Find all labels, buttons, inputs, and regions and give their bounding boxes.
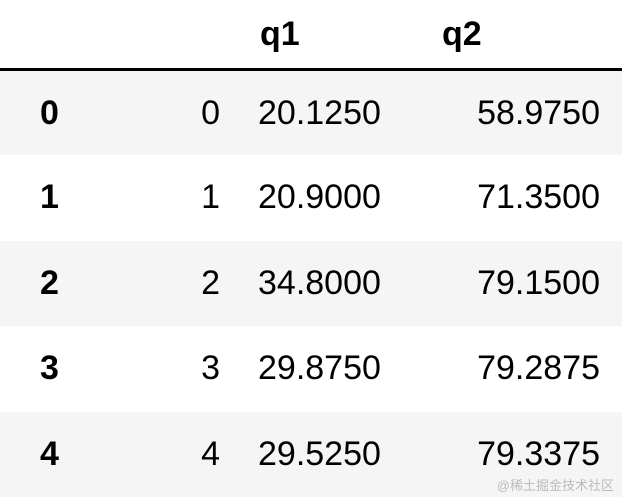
cell-unnamed: 2 [201, 263, 220, 302]
table-row: 1 1 20.9000 71.3500 [0, 155, 622, 241]
row-index: 4 [40, 434, 59, 473]
table-row: 4 4 29.5250 79.3375 [0, 411, 622, 497]
cell-q1: 34.8000 [258, 263, 381, 302]
row-index: 0 [40, 93, 59, 132]
cell-q2: 79.3375 [477, 434, 600, 473]
row-index: 2 [40, 263, 59, 302]
cell-unnamed: 4 [201, 434, 220, 473]
table-row: 3 3 29.8750 79.2875 [0, 326, 622, 412]
cell-q1: 20.1250 [258, 93, 381, 132]
cell-unnamed: 3 [201, 349, 220, 388]
cell-q2: 71.3500 [477, 178, 600, 217]
cell-unnamed: 0 [201, 93, 220, 132]
row-index: 3 [40, 349, 59, 388]
index-header [0, 0, 80, 71]
cell-q2: 58.9750 [477, 93, 600, 132]
header-row: q1 q2 [0, 0, 622, 71]
watermark: @稀土掘金技术社区 [496, 478, 614, 493]
column-header-q2: q2 [422, 0, 622, 71]
column-header-q1: q1 [240, 0, 422, 71]
cell-q1: 29.5250 [258, 434, 381, 473]
table-row: 0 0 20.1250 58.9750 [0, 69, 622, 155]
row-index: 1 [40, 178, 59, 217]
cell-q1: 29.8750 [258, 349, 381, 388]
cell-unnamed: 1 [201, 178, 220, 217]
cell-q2: 79.1500 [477, 263, 600, 302]
cell-q2: 79.2875 [477, 349, 600, 388]
column-header-unnamed [80, 0, 240, 71]
table-row: 2 2 34.8000 79.1500 [0, 240, 622, 326]
cell-q1: 20.9000 [258, 178, 381, 217]
